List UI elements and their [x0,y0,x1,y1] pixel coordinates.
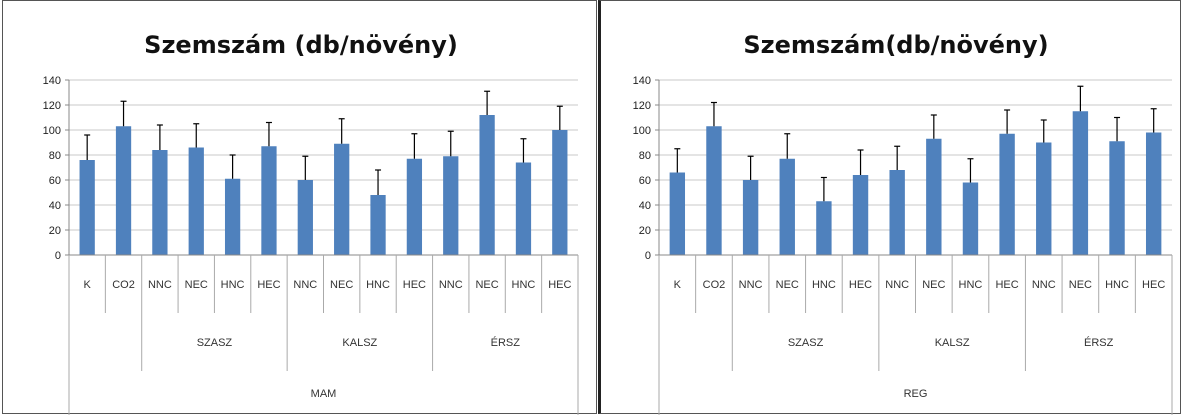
y-tick-label: 0 [55,250,61,262]
bar [779,158,795,255]
x-category-label: HEC [849,279,872,291]
bar [115,126,132,255]
bar [515,162,532,255]
y-tick-label: 80 [639,150,651,162]
bar [999,133,1015,255]
y-tick-label: 40 [49,200,61,212]
x-category-label: NEC [475,279,498,291]
x-category-label: HNC [366,279,390,291]
x-category-label: HEC [995,279,1018,291]
x-category-label: NNC [439,279,463,291]
x-category-label: NNC [293,279,317,291]
bar [1072,111,1089,255]
bar [816,201,832,255]
x-category-label: HEC [403,279,426,291]
bar [552,130,568,255]
bar [852,175,869,255]
bar [889,170,905,255]
y-tick-label: 40 [639,200,651,212]
chart-title: Szemszám(db/növény) [743,31,1048,59]
x-category-label: K [674,279,682,291]
chart-mam: Szemszám (db/növény) 0 20 40 60 80 100 120 140 K C… [43,31,579,415]
bar [297,180,313,255]
chart-panel-reg: Szemszám(db/növény) 0 20 40 60 80 100 120 140 K CO… [598,0,1181,415]
x-category-label: NEC [1069,279,1092,291]
x-category-label: HEC [257,279,280,291]
bar [334,143,350,255]
x-category-label: NNC [1032,279,1056,291]
bar [479,115,495,255]
bar [188,147,204,255]
x-category-label: NEC [185,279,208,291]
x-category-label: NNC [148,279,172,291]
y-tick-label: 60 [49,175,61,187]
bar [370,195,386,255]
x-category-label: HNC [959,279,983,291]
x-category-label: NNC [885,279,909,291]
y-tick-label: 100 [633,125,651,137]
y-tick-label: 0 [645,250,651,262]
x-outer-group-label: REG [904,388,928,400]
y-tick-label: 140 [633,75,651,87]
chart-panel-mam: Szemszám (db/növény) 0 20 40 60 80 100 120 140 K C… [2,0,597,415]
x-category-label: NEC [776,279,799,291]
x-category-label: HNC [221,279,245,291]
bar [926,138,942,255]
bar [406,158,423,255]
bar [261,146,277,255]
x-category-label: CO2 [703,279,726,291]
x-group-label: SZASZ [788,337,824,349]
x-group-label: ÉRSZ [491,336,521,349]
bar [669,172,686,255]
x-outer-group-label: MAM [311,388,337,400]
x-category-label: K [84,279,92,291]
x-group-label: ÉRSZ [1084,336,1114,349]
y-tick-label: 120 [633,100,651,112]
y-tick-label: 80 [49,150,61,162]
bar [152,150,168,255]
bar [443,156,459,255]
y-tick-label: 100 [43,125,61,137]
y-tick-label: 20 [49,225,61,237]
y-tick-label: 120 [43,100,61,112]
x-category-label: NEC [330,279,353,291]
bar [224,178,241,255]
x-category-label: HNC [512,279,536,291]
x-category-label: HEC [1142,279,1165,291]
x-category-label: CO2 [112,279,135,291]
x-group-label: KALSZ [342,337,377,349]
bar [706,126,722,255]
x-group-label: SZASZ [197,337,233,349]
chart-title: Szemszám (db/növény) [144,31,458,59]
x-group-label: KALSZ [935,337,970,349]
bar [742,180,759,255]
x-category-label: NNC [739,279,763,291]
x-category-label: HNC [812,279,836,291]
bar [962,182,979,255]
chart-reg: Szemszám(db/növény) 0 20 40 60 80 100 120 140 K CO… [633,31,1173,415]
bar [1036,142,1052,255]
bar [1109,141,1125,255]
y-tick-label: 60 [639,175,651,187]
x-category-label: NEC [922,279,945,291]
x-category-label: HNC [1105,279,1129,291]
y-tick-label: 20 [639,225,651,237]
x-category-label: HEC [548,279,571,291]
bar [1145,132,1162,255]
y-tick-label: 140 [43,75,61,87]
bar [79,160,95,255]
